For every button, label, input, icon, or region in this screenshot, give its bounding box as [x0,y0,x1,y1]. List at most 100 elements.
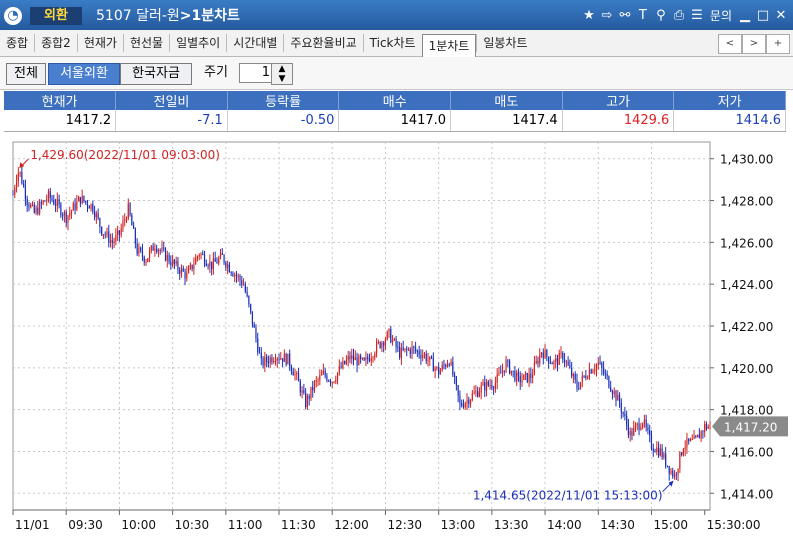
candle-body [113,241,115,243]
candle-series [12,167,711,482]
candle-body [70,210,73,214]
period-stepper[interactable]: ▲ ▼ [271,63,293,85]
candle-body [436,366,438,369]
candle-body [322,370,324,375]
period-input[interactable]: 1 [239,63,274,83]
candle-body [640,427,642,430]
candle [533,355,536,376]
candle [56,192,58,212]
candle-body [290,366,293,372]
candle-body [595,364,598,370]
candle [473,385,475,395]
candle [156,244,158,254]
chart-area[interactable]: 1,430.00 1,428.00 1,426.00 1,424.00 1,422.00… [4,137,789,537]
header-change-rate: 등락률 [227,91,340,110]
candle-body [129,203,131,216]
candle [244,281,246,294]
candle-body [166,255,168,261]
candle-body [677,468,679,475]
list-icon[interactable]: ☰ [691,8,703,23]
candle [19,171,21,178]
candle [700,430,702,442]
tab-item[interactable]: 종합 [6,36,29,50]
pin-icon[interactable]: ⚲ [656,8,666,23]
candle-body [49,191,51,199]
candle [608,375,610,389]
star-icon[interactable]: ★ [583,8,595,23]
tab-item[interactable]: 시간대별 [226,34,283,52]
candle-body [46,199,48,202]
candle [157,248,160,258]
candle [225,260,227,271]
candle [154,243,156,257]
price-chart[interactable]: 1,430.00 1,428.00 1,426.00 1,424.00 1,422.00… [4,137,789,537]
candle-body [432,358,434,372]
tab-item[interactable]: 일봉차트 [476,34,533,52]
candle-body [283,354,285,362]
current-price-tag [712,416,788,437]
minimize-icon[interactable]: ▁ [740,8,750,23]
candle-body [601,362,603,369]
tab-item[interactable]: 현선물 [122,34,169,52]
candle [704,420,706,438]
candle [78,195,80,202]
candle [351,348,353,365]
print-icon[interactable]: ⎙ [673,8,685,23]
text-icon[interactable]: T [638,8,647,23]
candle-body [168,255,170,263]
link-icon[interactable]: ⚯ [619,8,631,23]
candle-body [590,369,592,374]
candle-body [542,352,544,359]
market-seoul-button[interactable]: 서울외환 [48,63,120,85]
tab-item[interactable]: 1분차트 [421,33,477,57]
candle [203,250,206,268]
candle [303,383,305,395]
candle-body [157,250,160,252]
close-icon[interactable]: ✕ [775,8,787,23]
tab-item[interactable]: 주요환율비교 [283,34,362,52]
tab-item[interactable]: 일별추이 [169,34,226,52]
tab-next-icon[interactable]: > [742,34,766,54]
candle [35,205,37,216]
candle [223,254,225,265]
candle-body [491,385,493,388]
tab-item[interactable]: 현재가 [76,34,123,52]
candle-body [37,207,39,214]
candle [191,264,193,272]
market-all-button[interactable]: 전체 [6,63,46,85]
tab-item[interactable]: Tick차트 [362,34,422,52]
candle-body [530,373,532,378]
candle-body [255,327,257,339]
candle [439,368,442,375]
candle [124,213,126,227]
candle-body [448,364,450,366]
y-tick-label: 1,414.00 [720,487,773,501]
tab-prev-icon[interactable]: < [718,34,742,54]
candle-body [496,374,498,383]
candle-body [556,358,559,365]
candle [450,358,452,367]
export-icon[interactable]: ⇨ [601,8,613,23]
candle-body [260,352,262,359]
tab-item[interactable]: 종합2 [34,34,77,52]
candle-body [297,373,300,382]
candle-body [698,434,700,439]
candle [478,387,481,398]
candle-body [656,447,658,453]
tab-add-icon[interactable]: + [766,34,790,54]
candle [198,253,200,261]
candle [496,368,498,390]
maximize-icon[interactable]: □ [756,8,770,23]
candle-body [90,204,92,209]
candle [595,363,598,377]
candle [317,377,319,387]
candle [627,418,630,439]
market-korea-money-button[interactable]: 한국자금 [120,63,192,85]
candle [508,359,511,375]
x-tick-label: 10:00 [121,518,156,532]
inquiry-button[interactable]: 문의 [709,9,732,23]
candle [672,467,674,479]
candle-body [221,253,223,255]
candle [695,434,697,439]
candle [102,233,105,240]
